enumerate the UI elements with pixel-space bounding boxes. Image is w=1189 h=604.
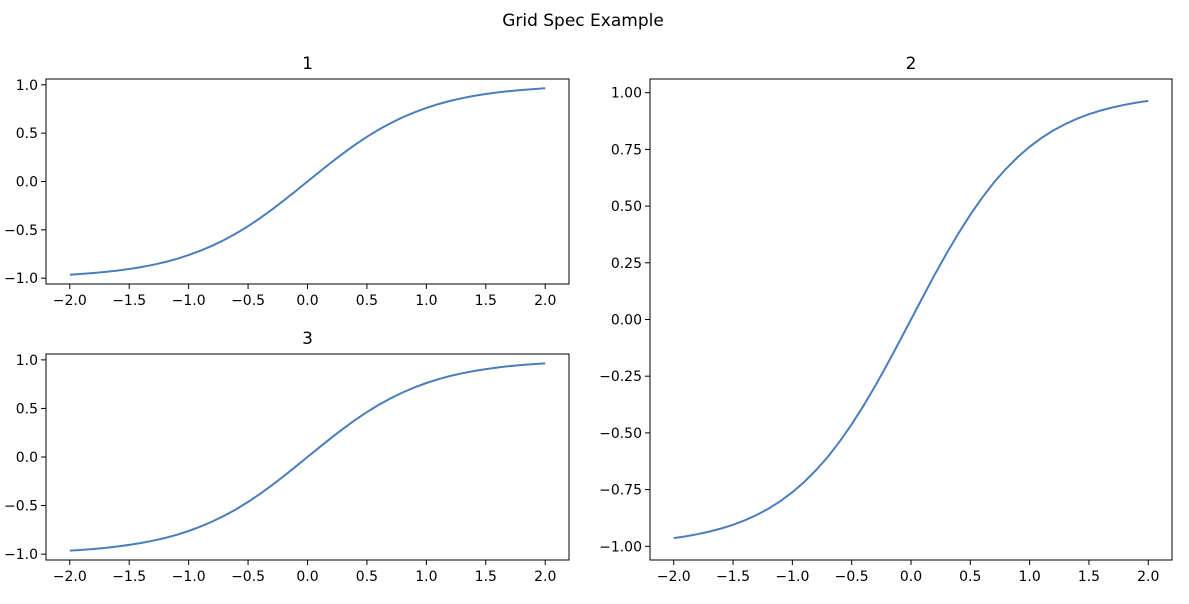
y-tick-label: 0.5 [16, 401, 38, 417]
x-tick-label: 0.5 [356, 293, 378, 309]
x-tick-label: 1.0 [415, 293, 437, 309]
y-tick-label: −0.5 [4, 499, 38, 515]
x-tick-label: 2.0 [534, 569, 556, 585]
x-tick-label: −1.5 [112, 569, 146, 585]
y-tick-label: 0.50 [611, 199, 642, 215]
y-tick-label: 1.0 [16, 78, 38, 94]
y-tick-label: 1.00 [611, 86, 642, 102]
y-tick-label: 0.00 [611, 313, 642, 329]
x-tick-label: 1.0 [1019, 569, 1041, 585]
y-tick-label: 1.0 [16, 353, 38, 369]
subplot-title: 2 [906, 54, 917, 74]
x-tick-label: −0.5 [835, 569, 869, 585]
tanh-line [69, 87, 546, 276]
x-tick-label: −1.0 [775, 569, 809, 585]
y-tick-label: 0.0 [16, 450, 38, 466]
x-tick-label: 0.0 [900, 569, 922, 585]
x-tick-label: −1.0 [172, 293, 206, 309]
x-tick-label: 1.0 [415, 569, 437, 585]
x-tick-label: −0.5 [231, 293, 265, 309]
subplot-title: 3 [302, 329, 313, 349]
figure-title: Grid Spec Example [502, 11, 664, 31]
x-tick-label: −0.5 [231, 569, 265, 585]
subplot-2: 2 −2.0 −1.5 −1.0 −0.5 0.0 0.5 1.0 1.5 2.0 −1.00 −0.… [599, 54, 1173, 585]
x-tick-label: 2.0 [1137, 569, 1159, 585]
subplot-1: 1 −2.0 −1.5 −1.0 −0.5 0.0 0.5 1.0 1.5 2.0 −1.0 −0.5… [4, 54, 570, 309]
x-tick-label: −1.5 [112, 293, 146, 309]
y-tick-label: −0.5 [4, 223, 38, 239]
tanh-line [69, 362, 546, 552]
y-tick-label: 0.25 [611, 256, 642, 272]
x-tick-label: 0.0 [296, 569, 318, 585]
x-tick-label: 0.0 [296, 293, 318, 309]
x-tick-label: 1.5 [1078, 569, 1100, 585]
x-tick-label: −1.5 [716, 569, 750, 585]
x-tick-label: 2.0 [534, 293, 556, 309]
y-tick-label: 0.75 [611, 142, 642, 158]
y-tick-label: −0.75 [599, 483, 642, 499]
x-tick-label: −2.0 [657, 569, 691, 585]
y-tick-label: 0.5 [16, 126, 38, 142]
tanh-line [673, 99, 1149, 540]
subplot-title: 1 [302, 54, 313, 74]
x-tick-label: −1.0 [172, 569, 206, 585]
y-tick-label: 0.0 [16, 175, 38, 191]
x-tick-label: 0.5 [959, 569, 981, 585]
x-tick-label: −2.0 [53, 293, 87, 309]
x-tick-label: −2.0 [53, 569, 87, 585]
y-tick-label: −1.0 [4, 547, 38, 563]
y-tick-label: −1.00 [599, 539, 642, 555]
y-tick-label: −1.0 [4, 271, 38, 287]
x-tick-label: 1.5 [475, 569, 497, 585]
y-tick-label: −0.50 [599, 426, 642, 442]
subplot-3: 3 −2.0 −1.5 −1.0 −0.5 0.0 0.5 1.0 1.5 2.0 −1.0 −0.5… [4, 329, 570, 585]
x-tick-label: 1.5 [475, 293, 497, 309]
y-tick-label: −0.25 [599, 369, 642, 385]
x-tick-label: 0.5 [356, 569, 378, 585]
